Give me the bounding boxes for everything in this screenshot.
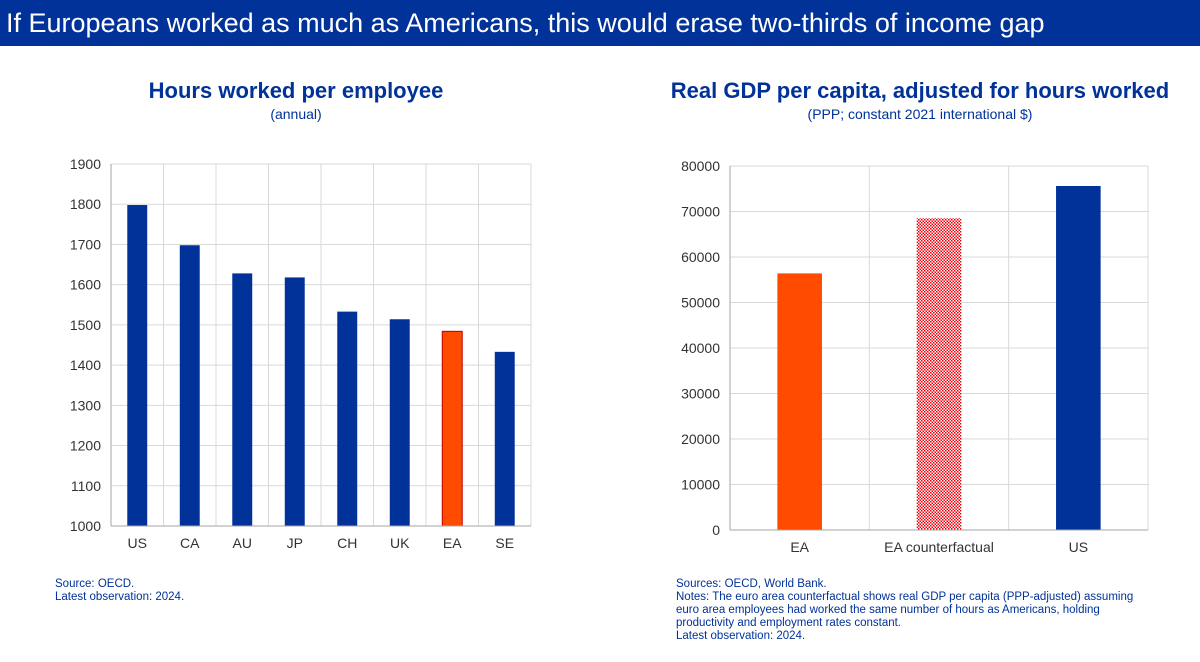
left-ytick-label: 1000: [70, 518, 101, 534]
right-note-line: Sources: OECD, World Bank.: [676, 578, 827, 590]
left-xtick-label: EA: [443, 535, 462, 551]
right-ytick-label: 50000: [681, 295, 720, 311]
right-ytick-label: 10000: [681, 477, 720, 493]
left-ytick-label: 1300: [70, 397, 101, 413]
right-ytick-label: 0: [712, 522, 720, 538]
right-ytick-label: 70000: [681, 204, 720, 220]
left-ytick-label: 1700: [70, 236, 101, 252]
right-ytick-label: 30000: [681, 386, 720, 402]
left-bar-ea: [441, 330, 463, 527]
left-bar-us: [127, 205, 148, 526]
right-ytick-label: 80000: [681, 158, 720, 174]
right-ytick-label: 20000: [681, 431, 720, 447]
right-chart-title: Real GDP per capita, adjusted for hours …: [670, 78, 1170, 103]
left-ytick-label: 1800: [70, 196, 101, 212]
left-ytick-label: 1100: [71, 478, 101, 494]
right-bar-us: [1056, 186, 1101, 530]
left-ytick-label: 1500: [70, 317, 101, 333]
left-xtick-label: US: [128, 535, 147, 551]
left-chart-notes: Source: OECD. Latest observation: 2024.: [55, 578, 184, 604]
right-xtick-label: EA: [790, 539, 809, 555]
left-xtick-label: CA: [180, 535, 200, 551]
left-xtick-label: CH: [337, 535, 357, 551]
left-ytick-label: 1400: [70, 357, 101, 373]
right-ytick-label: 40000: [681, 340, 720, 356]
right-note-line: productivity and employment rates consta…: [676, 617, 902, 629]
banner-title: If Europeans worked as much as Americans…: [0, 0, 1200, 46]
left-note-line: Source: OECD.: [55, 578, 135, 590]
hours-worked-chart: 1000 1100 1200 1300 1400 1500 1600 1700 1800 1900…: [70, 156, 532, 551]
left-bar-se: [494, 351, 515, 526]
right-xtick-label: US: [1069, 539, 1088, 555]
left-chart-subtitle: (annual): [270, 106, 322, 122]
left-xtick-label: AU: [233, 535, 252, 551]
left-bar-ca: [179, 245, 200, 526]
right-ytick-label: 60000: [681, 249, 720, 265]
right-note-line: Latest observation: 2024.: [676, 630, 806, 642]
right-note-line: Notes: The euro area counterfactual show…: [676, 591, 1134, 603]
left-note-line: Latest observation: 2024.: [55, 591, 185, 603]
left-xtick-label: JP: [287, 535, 303, 551]
left-bar-jp: [284, 277, 305, 526]
right-bar-ea-counterfactual: [916, 218, 962, 530]
right-xtick-label: EA counterfactual: [884, 539, 994, 555]
left-ytick-label: 1600: [70, 277, 101, 293]
left-bar-ch: [337, 311, 358, 526]
left-xtick-label: UK: [390, 535, 410, 551]
left-bar-au: [232, 273, 253, 526]
right-bar-ea: [777, 273, 822, 530]
right-note-line: euro area employees had worked the same …: [676, 604, 1100, 616]
right-chart-subtitle: (PPP; constant 2021 international $): [807, 106, 1033, 122]
left-bar-uk: [389, 319, 410, 526]
right-chart-notes: Sources: OECD, World Bank. Notes: The eur…: [676, 578, 1133, 643]
left-chart-title: Hours worked per employee: [148, 78, 444, 103]
left-xtick-label: SE: [495, 535, 514, 551]
left-ytick-label: 1900: [70, 156, 101, 172]
gdp-per-capita-chart: 0 10000 20000 30000 40000 50000 60000 70000 8000…: [681, 158, 1149, 555]
left-ytick-label: 1200: [70, 438, 101, 454]
